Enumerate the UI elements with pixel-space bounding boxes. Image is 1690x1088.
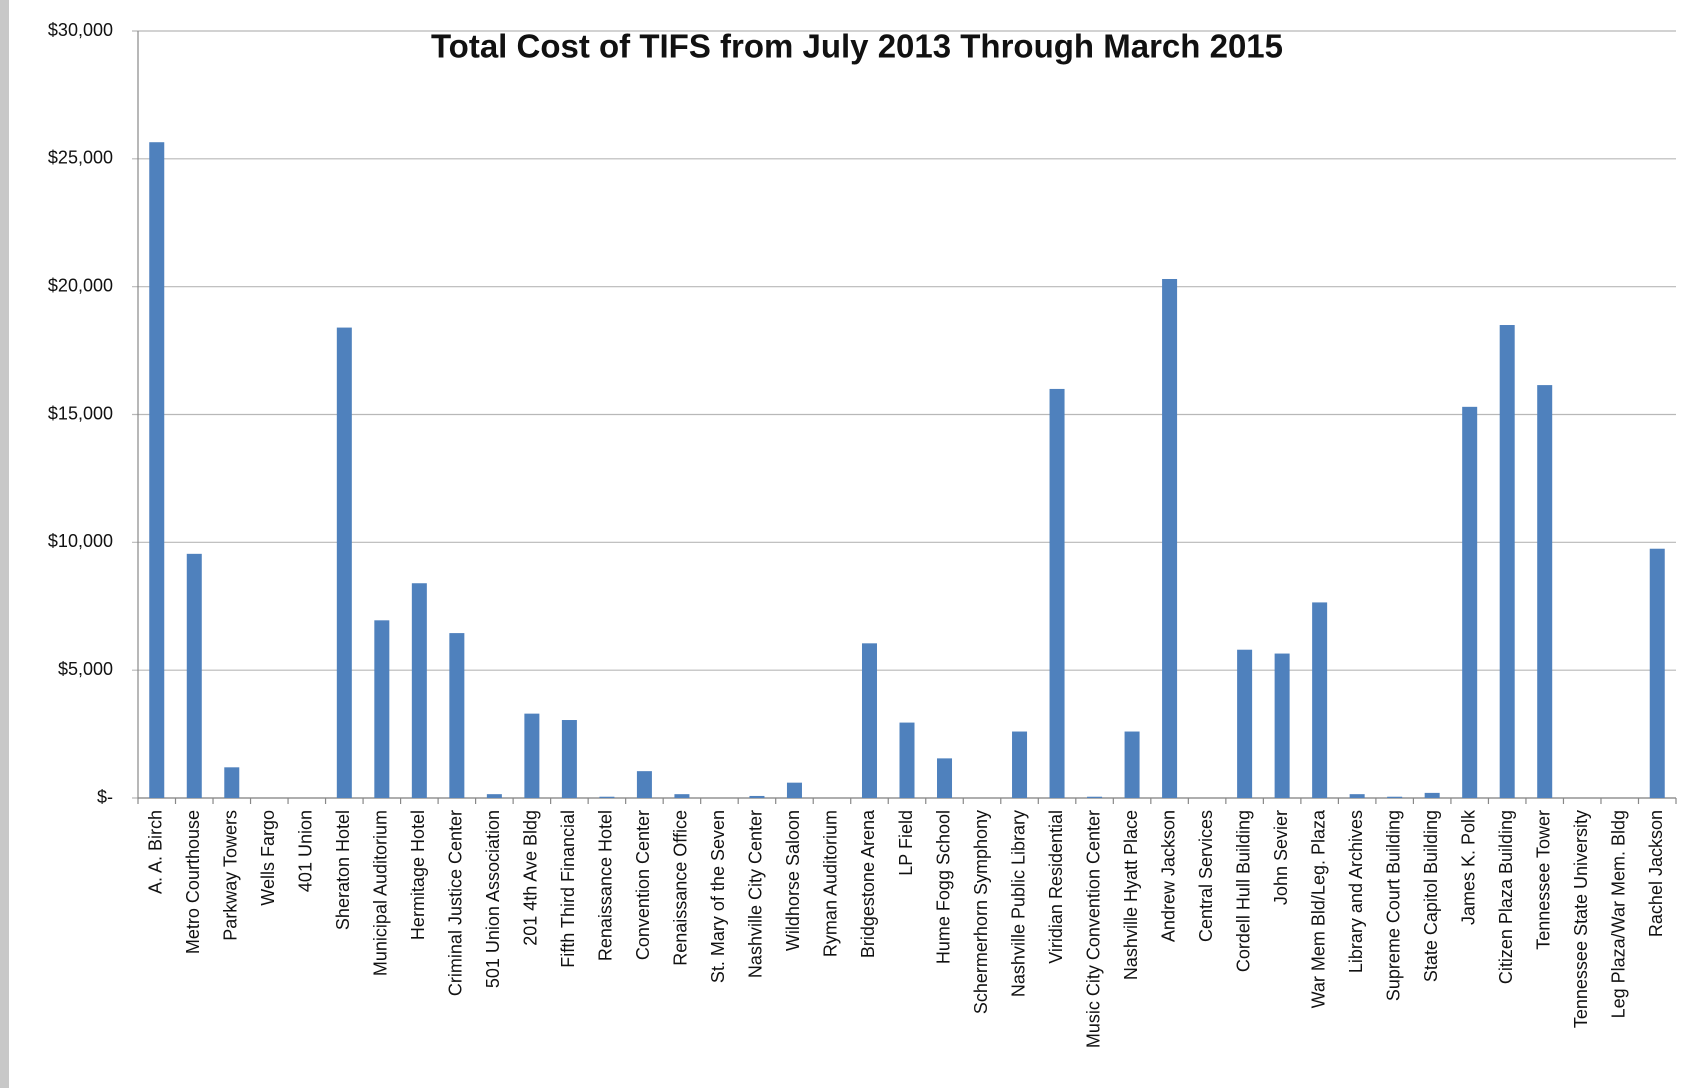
bar — [599, 796, 615, 798]
x-tick-label: Supreme Court Building — [1383, 810, 1403, 1001]
bar — [749, 795, 765, 798]
x-tick-label: A. A. Birch — [146, 810, 166, 894]
bar — [224, 767, 240, 798]
bar — [1012, 731, 1028, 798]
x-tick-label: Music City Convention Center — [1083, 810, 1103, 1048]
x-tick-label: Sheraton Hotel — [333, 810, 353, 930]
bar — [186, 553, 202, 798]
x-tick-label: 401 Union — [296, 810, 316, 892]
y-tick-label: $15,000 — [48, 403, 113, 423]
bar — [1237, 649, 1253, 798]
x-tick-label: 201 4th Ave Bldg — [521, 810, 541, 946]
x-tick-label: Hume Fogg School — [933, 810, 953, 964]
x-tick-label: Leg Plaza/War Mem. Bldg — [1608, 810, 1628, 1018]
x-tick-label: Ryman Auditorium — [821, 810, 841, 957]
bar — [786, 782, 802, 798]
y-tick-label: $- — [97, 787, 113, 807]
x-tick-label: St. Mary of the Seven — [708, 810, 728, 983]
bar — [149, 142, 165, 799]
x-tick-label: State Capitol Building — [1421, 810, 1441, 982]
y-tick-label: $10,000 — [48, 531, 113, 551]
x-tick-label: Tennessee State University — [1571, 810, 1591, 1028]
chart-title: Total Cost of TIFS from July 2013 Throug… — [431, 28, 1283, 65]
x-tick-label: Nashville Public Library — [1008, 810, 1028, 997]
bar — [1537, 385, 1553, 798]
x-tick-label: Metro Courthouse — [183, 810, 203, 954]
bar — [937, 758, 953, 798]
bar — [1649, 548, 1665, 798]
frame-edge — [0, 0, 9, 1088]
bar — [336, 327, 352, 798]
x-tick-label: Convention Center — [633, 810, 653, 960]
x-tick-label: Municipal Auditorium — [371, 810, 391, 976]
bar — [449, 633, 465, 798]
x-tick-label: Tennessee Tower — [1533, 810, 1553, 950]
x-tick-label: Renaissance Office — [671, 810, 691, 966]
x-tick-label: Cordell Hull Building — [1233, 810, 1253, 972]
y-tick-label: $25,000 — [48, 148, 113, 168]
bar — [1087, 796, 1103, 798]
bar — [899, 722, 915, 798]
y-tick-label: $30,000 — [48, 20, 113, 40]
x-tick-label: War Mem Bld/Leg. Plaza — [1308, 809, 1328, 1008]
bar — [561, 720, 577, 798]
bar — [1387, 796, 1403, 798]
bar — [374, 620, 390, 798]
bar — [1274, 653, 1290, 798]
bar — [1312, 602, 1328, 798]
x-tick-label: Nashville City Center — [746, 810, 766, 978]
x-tick-label: Fifth Third Financial — [558, 810, 578, 968]
x-tick-label: Viridian Residential — [1046, 810, 1066, 964]
bar — [1424, 792, 1440, 798]
x-tick-label: Criminal Justice Center — [446, 810, 466, 996]
x-tick-label: Schermerhorn Symphony — [971, 810, 991, 1014]
x-tick-label: Rachel Jackson — [1646, 810, 1666, 937]
x-tick-label: Andrew Jackson — [1158, 810, 1178, 942]
x-tick-label: Central Services — [1196, 810, 1216, 942]
x-tick-label: 501 Union Association — [483, 810, 503, 988]
bar — [861, 643, 877, 798]
x-tick-label: Wildhorse Saloon — [783, 810, 803, 951]
x-tick-label: Hermitage Hotel — [408, 810, 428, 940]
bar — [636, 771, 652, 798]
x-tick-label: Renaissance Hotel — [596, 810, 616, 961]
bar — [1162, 278, 1178, 798]
x-tick-label: LP Field — [896, 810, 916, 876]
x-tick-label: John Sevier — [1271, 810, 1291, 905]
x-tick-label: Wells Fargo — [258, 810, 278, 906]
x-tick-label: Parkway Towers — [221, 810, 241, 941]
y-tick-label: $5,000 — [58, 659, 113, 679]
x-tick-label: James K. Polk — [1458, 809, 1478, 925]
x-tick-label: Nashville Hyatt Place — [1121, 810, 1141, 980]
y-tick-label: $20,000 — [48, 275, 113, 295]
x-tick-label: Library and Archives — [1346, 810, 1366, 973]
bar — [486, 794, 502, 798]
bar — [1124, 731, 1140, 798]
x-tick-label: Citizen Plaza Building — [1496, 810, 1516, 984]
bar — [1349, 794, 1365, 798]
bar — [524, 713, 540, 798]
bar — [1049, 388, 1065, 798]
bar — [674, 794, 690, 798]
bar — [1462, 406, 1478, 798]
bar — [1499, 325, 1515, 798]
x-tick-label: Bridgestone Arena — [858, 809, 878, 958]
bar — [411, 583, 427, 798]
